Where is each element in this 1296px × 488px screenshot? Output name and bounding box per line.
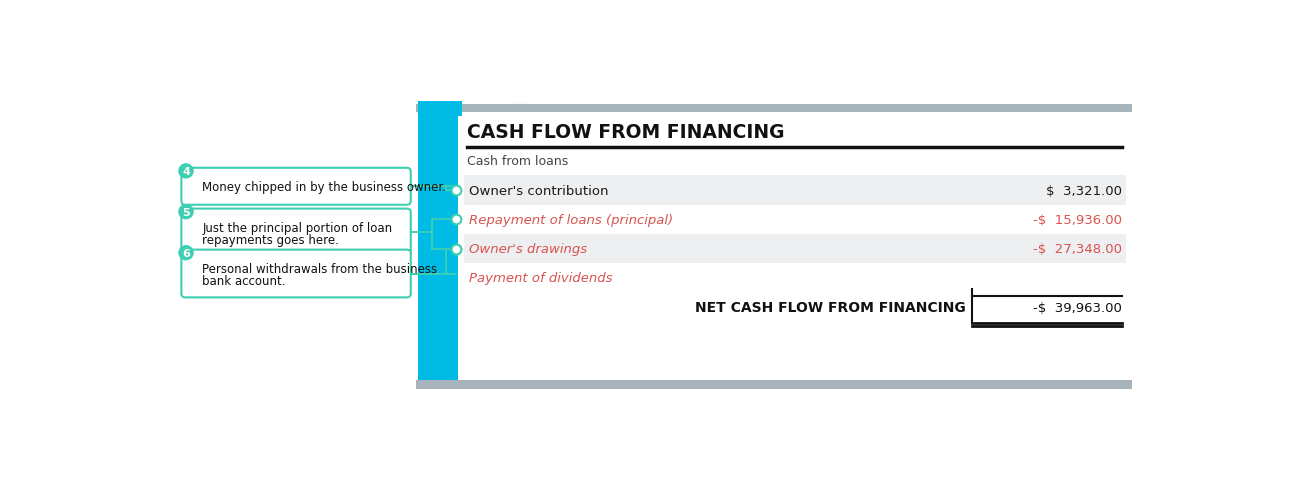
Bar [416,381,1133,389]
Text: Personal withdrawals from the business: Personal withdrawals from the business [202,262,438,275]
FancyBboxPatch shape [181,168,411,205]
Ellipse shape [417,102,457,124]
Ellipse shape [434,104,605,119]
Text: CASH FLOW FROM FINANCING: CASH FLOW FROM FINANCING [468,123,785,142]
Text: Cash from loans: Cash from loans [468,154,569,167]
Text: Owner's contribution: Owner's contribution [469,184,608,197]
Text: 5: 5 [183,207,189,217]
Bar [457,113,1133,381]
Circle shape [179,204,194,220]
Bar [416,113,1133,381]
Text: 6: 6 [181,248,191,258]
Text: -$  15,936.00: -$ 15,936.00 [1033,213,1122,226]
Text: NET CASH FLOW FROM FINANCING: NET CASH FLOW FROM FINANCING [695,301,966,314]
Text: 4: 4 [181,166,191,177]
Bar [464,235,1126,264]
Text: -$  27,348.00: -$ 27,348.00 [1033,243,1122,256]
Text: Payment of dividends: Payment of dividends [469,272,613,285]
Text: Repayment of loans (principal): Repayment of loans (principal) [469,213,673,226]
FancyBboxPatch shape [181,209,411,257]
Text: $  3,321.00: $ 3,321.00 [1046,184,1122,197]
Circle shape [179,245,194,261]
Bar [416,104,1133,113]
Text: -$  39,963.00: -$ 39,963.00 [1033,301,1122,314]
FancyBboxPatch shape [181,250,411,298]
Text: Just the principal portion of loan: Just the principal portion of loan [202,221,393,234]
Text: bank account.: bank account. [202,274,286,287]
Text: Owner's drawings: Owner's drawings [469,243,587,256]
Bar [464,176,1126,205]
Circle shape [179,164,194,179]
Text: repayments goes here.: repayments goes here. [202,233,340,246]
Bar [417,102,461,117]
Text: Money chipped in by the business owner.: Money chipped in by the business owner. [202,181,446,193]
Bar [417,113,457,381]
